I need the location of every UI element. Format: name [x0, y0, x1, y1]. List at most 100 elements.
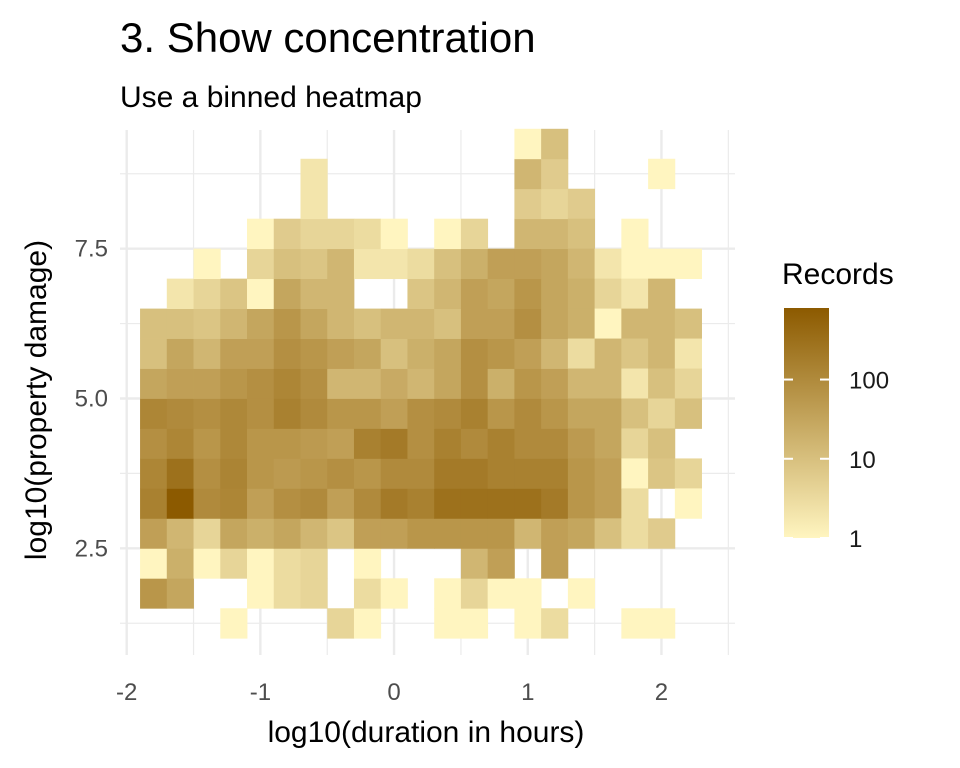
heatmap-cell [487, 488, 515, 519]
heatmap-cell [621, 218, 649, 250]
heatmap-cell [353, 578, 382, 609]
heatmap-cell [594, 488, 622, 519]
legend-tick-label: 100 [849, 368, 889, 395]
heatmap-cell [514, 338, 542, 369]
heatmap-cell [407, 518, 435, 549]
heatmap-cell [380, 308, 408, 339]
heatmap-cell [327, 398, 355, 429]
heatmap-cell [434, 458, 462, 489]
heatmap-cell [434, 488, 462, 519]
heatmap-cell [247, 548, 275, 579]
heatmap-cell [380, 338, 408, 369]
legend-ticks: 1 10 100 [784, 368, 889, 553]
heatmap-cell [594, 518, 622, 549]
heatmap-cell [514, 368, 542, 399]
heatmap-cell [674, 488, 702, 519]
heatmap-cell [140, 308, 168, 339]
heatmap-cell [621, 248, 649, 280]
heatmap-cell [460, 578, 489, 609]
heatmap-cell [594, 458, 622, 489]
heatmap-cell [514, 578, 542, 609]
heatmap-cell [220, 548, 248, 579]
heatmap-cell [300, 158, 328, 190]
heatmap-cell [300, 368, 328, 399]
heatmap-cell [380, 518, 408, 549]
heatmap-cell [648, 458, 676, 489]
heatmap-cell [300, 308, 328, 339]
chart-subtitle: Use a binned heatmap [120, 81, 422, 114]
heatmap-cell [460, 398, 489, 429]
heatmap-cell [621, 308, 649, 339]
heatmap-cell [300, 458, 328, 489]
heatmap-cell [220, 398, 248, 429]
heatmap-cell [380, 398, 408, 429]
heatmap-cell [541, 248, 569, 280]
heatmap-cell [327, 278, 355, 309]
heatmap-cell [140, 518, 168, 549]
legend-colorbar [784, 308, 829, 538]
plot-area [120, 128, 735, 655]
heatmap-cell [621, 428, 649, 459]
heatmap-cell [247, 578, 275, 609]
heatmap-cell [220, 278, 248, 309]
heatmap-cell [460, 458, 489, 489]
heatmap-cell [541, 308, 569, 339]
heatmap-cell [407, 428, 435, 459]
heatmap-cell [140, 368, 168, 399]
heatmap-cell [594, 338, 622, 369]
heatmap-cell [140, 338, 168, 369]
heatmap-cell [541, 158, 569, 190]
heatmap-cell [193, 398, 221, 429]
heatmap-cell [353, 368, 382, 399]
heatmap-cell [327, 218, 355, 250]
heatmap-cell [327, 608, 355, 639]
heatmap-cell [166, 488, 194, 519]
heatmap-cell [247, 278, 275, 309]
heatmap-cell [541, 128, 569, 160]
heatmap-cell [567, 578, 596, 609]
heatmap-cell [567, 398, 596, 429]
heatmap-cell [407, 308, 435, 339]
heatmap-cell [460, 338, 489, 369]
y-axis-title: log10(property damage) [20, 240, 53, 560]
heatmap-cell [166, 578, 194, 609]
x-axis-ticks: -2 -1 0 1 2 [116, 679, 668, 706]
heatmap-cell [300, 578, 328, 609]
heatmap-cell [273, 218, 301, 250]
heatmap-cell [621, 608, 649, 639]
heatmap-cell [567, 488, 596, 519]
heatmap-cell [353, 308, 382, 339]
heatmap-cell [300, 488, 328, 519]
heatmap-cell [514, 158, 542, 190]
heatmap-cell [434, 278, 462, 309]
heatmap-cell [140, 428, 168, 459]
heatmap-cell [193, 368, 221, 399]
heatmap-cell [621, 518, 649, 549]
heatmap-cell [648, 278, 676, 309]
heatmap-cell [327, 338, 355, 369]
heatmap-cell [487, 548, 515, 579]
heatmap-cell [353, 548, 382, 579]
heatmap-cell [327, 518, 355, 549]
heatmap-cell [541, 458, 569, 489]
heatmap-cell [460, 278, 489, 309]
heatmap-cell [434, 218, 462, 250]
x-tick-label: 1 [521, 679, 534, 706]
heatmap-cell [407, 278, 435, 309]
heatmap-cell [300, 278, 328, 309]
heatmap-cell [567, 308, 596, 339]
heatmap-cell [407, 368, 435, 399]
heatmap-cell [541, 218, 569, 250]
heatmap-cell [166, 428, 194, 459]
heatmap-cell [327, 488, 355, 519]
heatmap-cell [273, 548, 301, 579]
x-axis-title: log10(duration in hours) [268, 716, 585, 749]
heatmap-cell [300, 548, 328, 579]
heatmap-cell [434, 368, 462, 399]
heatmap-cell [247, 248, 275, 280]
color-legend: Records 1 10 100 [782, 258, 894, 553]
heatmap-cell [353, 338, 382, 369]
heatmap-cell [353, 218, 382, 250]
heatmap-cell [621, 488, 649, 519]
heatmap-cell [648, 608, 676, 639]
